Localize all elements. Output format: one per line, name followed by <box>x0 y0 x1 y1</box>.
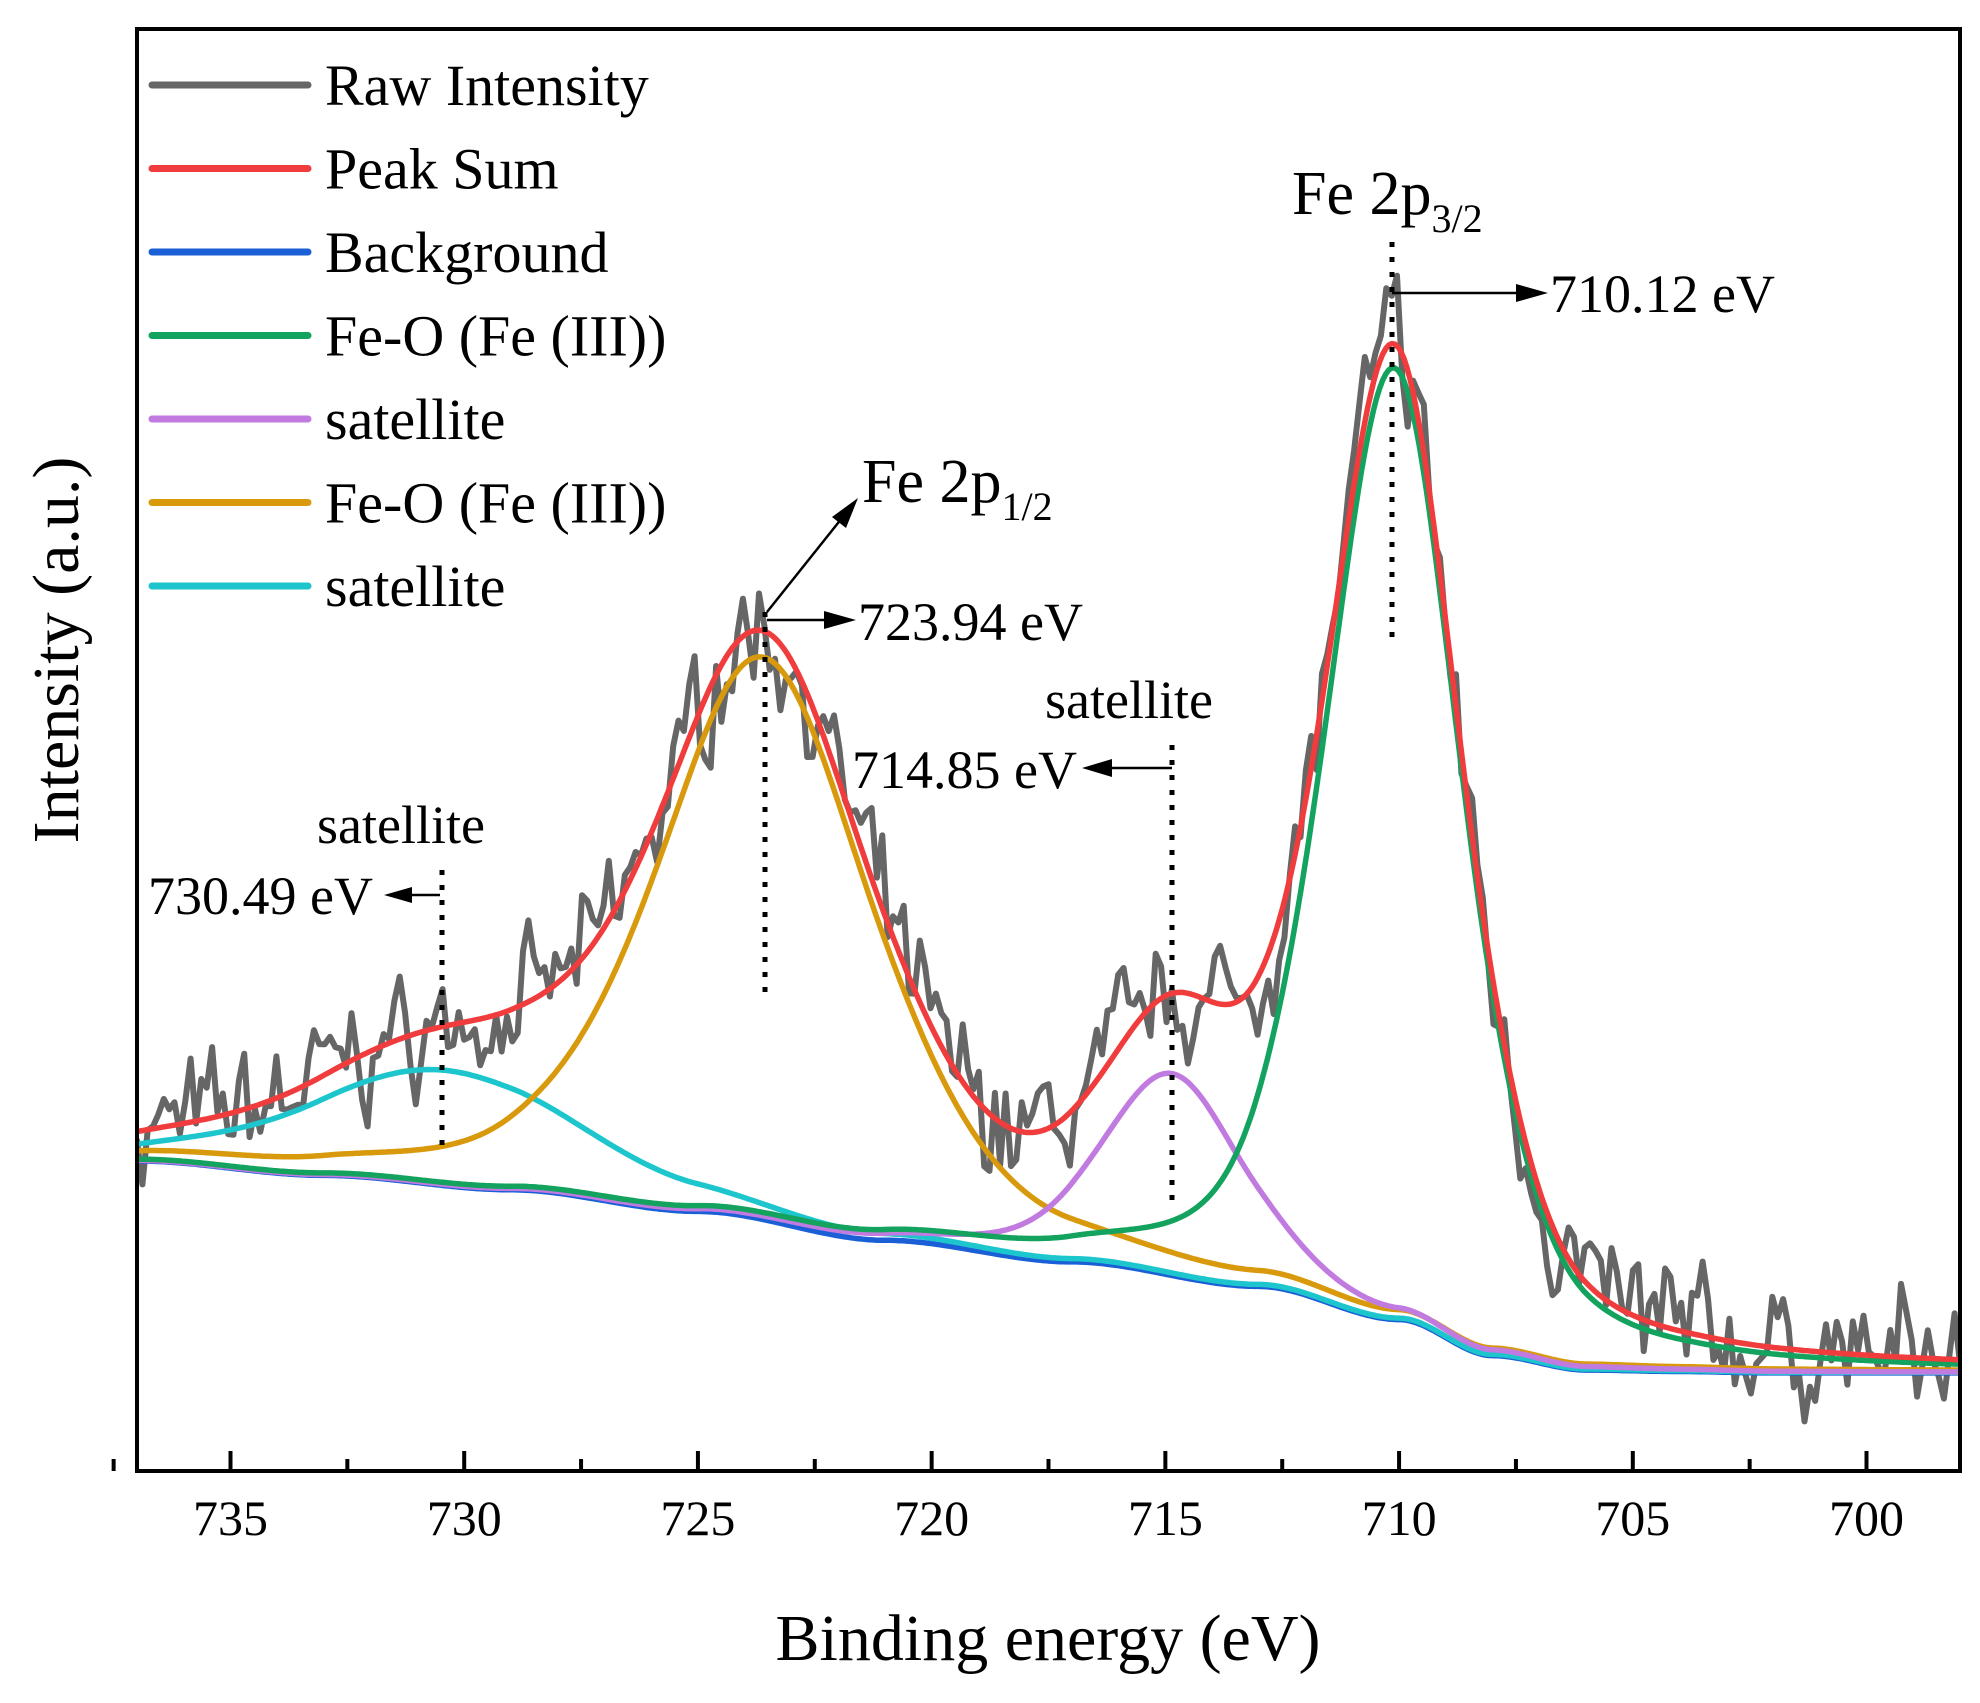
x-axis-label: Binding energy (eV) <box>776 1602 1321 1675</box>
x-tick-label-735: 735 <box>193 1490 268 1546</box>
label-714: 714.85 eV <box>852 740 1077 800</box>
arrow-fe2p12 <box>766 517 843 613</box>
arrowhead-714 <box>1082 759 1112 777</box>
arrowhead-710 <box>1516 284 1548 302</box>
x-tick-label-725: 725 <box>660 1490 735 1546</box>
x-tick-label-705: 705 <box>1595 1490 1670 1546</box>
label-730: 730.49 eV <box>148 866 373 926</box>
legend-label-feo32: Fe-O (Fe (III)) <box>325 304 666 369</box>
label-710: 710.12 eV <box>1550 264 1775 324</box>
series-raw-intensity <box>137 272 1960 1425</box>
series-peak-sum <box>137 340 1960 1363</box>
arrowhead-723 <box>824 611 856 629</box>
legend-label-feo12: Fe-O (Fe (III)) <box>325 471 666 536</box>
arrowhead-fe2p12 <box>832 498 858 528</box>
legend-label-sat2: satellite <box>325 554 505 619</box>
x-tick-label-730: 730 <box>427 1490 502 1546</box>
x-tick-label-710: 710 <box>1362 1490 1437 1546</box>
arrowhead-730 <box>384 887 412 903</box>
legend-label-bg: Background <box>325 220 609 285</box>
label-fe2p12: Fe 2p1/2 <box>862 448 1053 529</box>
x-tick-label-720: 720 <box>894 1490 969 1546</box>
legend-label-sat1: satellite <box>325 387 505 452</box>
label-fe2p32: Fe 2p3/2 <box>1292 160 1483 241</box>
label-satellite-mid: satellite <box>1045 670 1213 730</box>
legend-label-raw: Raw Intensity <box>325 53 649 118</box>
x-tick-label-700: 700 <box>1829 1490 1904 1546</box>
legend: Raw Intensity Peak Sum Background Fe-O (Fe … <box>148 53 666 619</box>
legend-label-sum: Peak Sum <box>325 137 559 202</box>
series-feo32 <box>137 365 1960 1367</box>
x-tick-label-715: 715 <box>1128 1490 1203 1546</box>
annotations: Fe 2p3/2 710.12 eV Fe 2p1/2 723.94 eV sa… <box>148 160 1775 1210</box>
label-723: 723.94 eV <box>858 592 1083 652</box>
label-satellite-left: satellite <box>317 795 485 855</box>
y-axis-label: Intensity (a.u.) <box>20 457 93 844</box>
